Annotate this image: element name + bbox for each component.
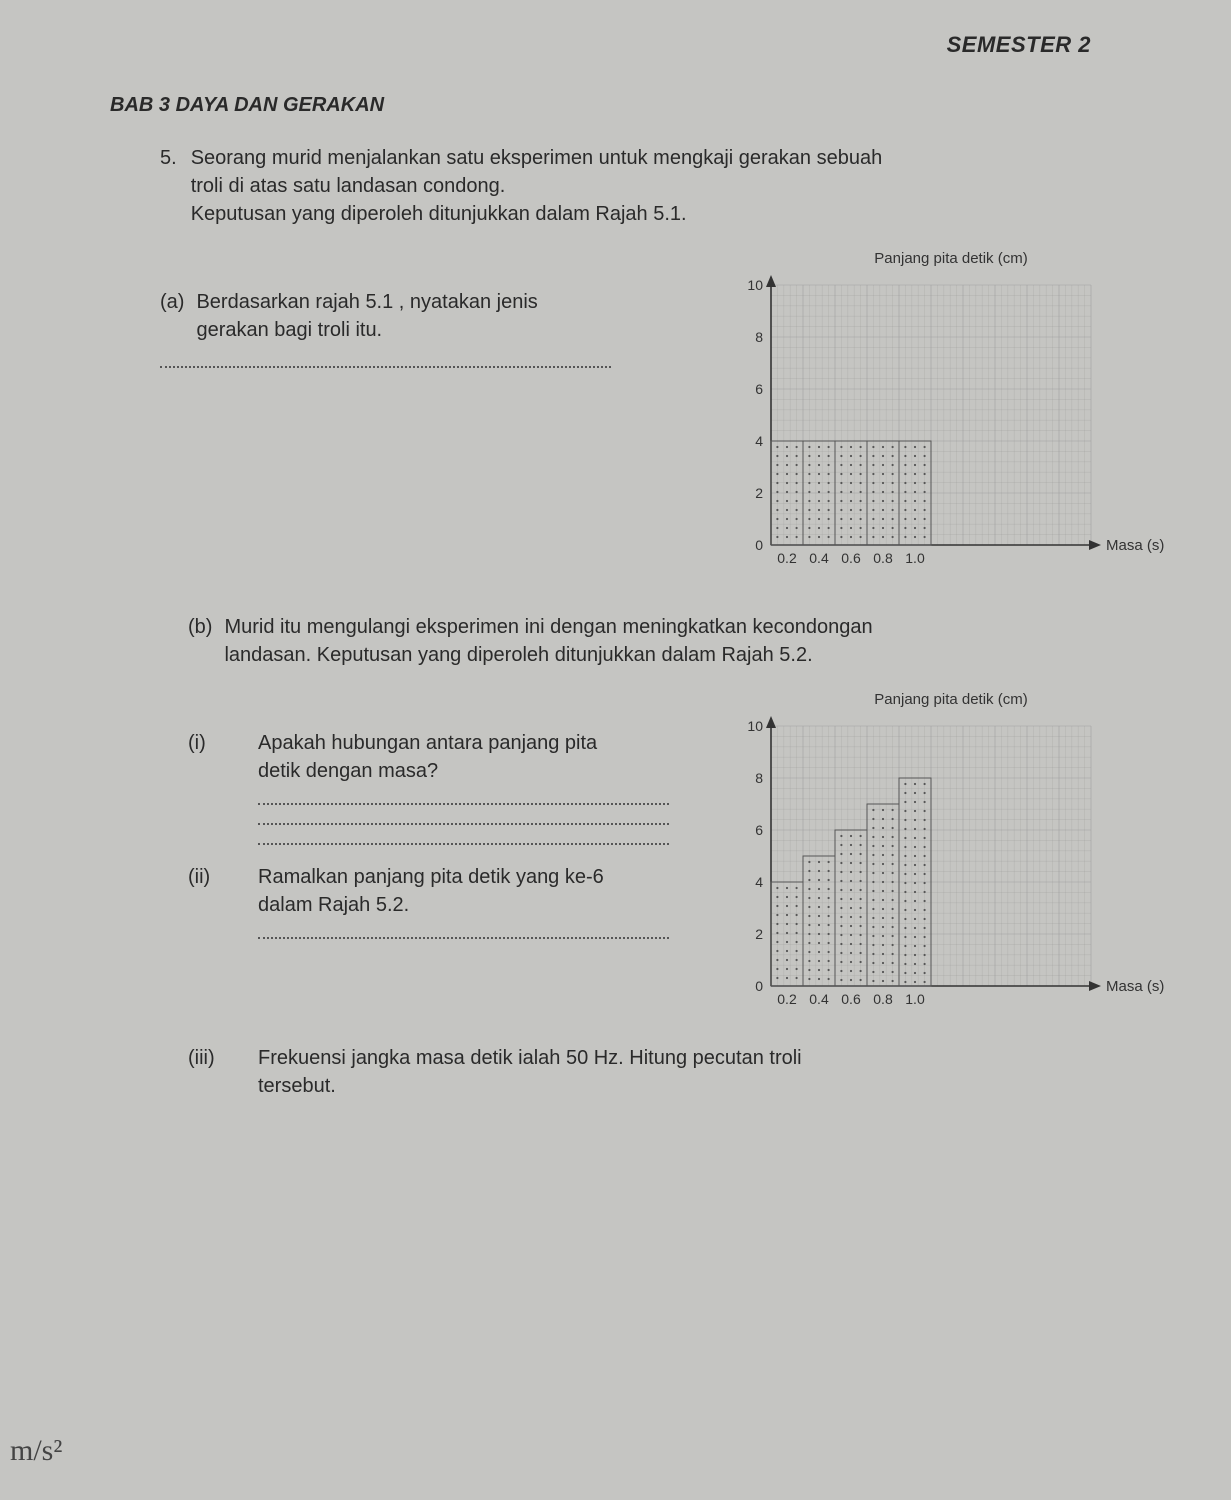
svg-text:Masa (s): Masa (s)	[1106, 537, 1164, 554]
answer-line-i-1[interactable]	[258, 803, 669, 805]
answer-line-i-3[interactable]	[258, 843, 669, 845]
roman-i-text-2: detik dengan masa?	[258, 757, 691, 785]
svg-text:0.8: 0.8	[873, 991, 893, 1007]
svg-text:4: 4	[755, 433, 763, 449]
part-b-text-2: landasan. Keputusan yang diperoleh ditun…	[224, 641, 1171, 669]
handwritten-note: m/s²	[10, 1430, 62, 1472]
part-b-text-1: Murid itu mengulangi eksperimen ini deng…	[224, 613, 1171, 641]
svg-text:10: 10	[747, 277, 763, 293]
chart1-title: Panjang pita detik (cm)	[731, 248, 1171, 269]
roman-iii-text-1: Frekuensi jangka masa detik ialah 50 Hz.…	[258, 1044, 1171, 1072]
svg-text:0.6: 0.6	[841, 991, 861, 1007]
svg-text:10: 10	[747, 718, 763, 734]
roman-i-num: (i)	[188, 729, 228, 853]
svg-text:Masa (s): Masa (s)	[1106, 978, 1164, 995]
q-line-1: Seorang murid menjalankan satu eksperime…	[191, 144, 1171, 172]
roman-ii-text-1: Ramalkan panjang pita detik yang ke-6	[258, 863, 691, 891]
svg-text:0: 0	[755, 537, 763, 553]
svg-text:0.8: 0.8	[873, 550, 893, 566]
chapter-title: BAB 3 DAYA DAN GERAKAN	[110, 91, 1171, 119]
question-5: 5. Seorang murid menjalankan satu eksper…	[110, 144, 1171, 1100]
roman-iii-text-2: tersebut.	[258, 1072, 1171, 1100]
svg-text:8: 8	[755, 329, 763, 345]
answer-line-i-2[interactable]	[258, 823, 669, 825]
chart-5-2: 0 2 4 6 8 10 0.2 0.4 0.6 0.8 1.0 Masa (s)	[731, 716, 1171, 1016]
part-a-text-1: Berdasarkan rajah 5.1 , nyatakan jenis	[196, 288, 691, 316]
svg-text:2: 2	[755, 485, 763, 501]
answer-line-a[interactable]	[160, 366, 611, 368]
chart-5-1: 0 2 4 6 8 10 0.2 0.4 0.6 0.8 1.0 Masa (s)	[731, 275, 1171, 575]
svg-text:8: 8	[755, 770, 763, 786]
question-text: Seorang murid menjalankan satu eksperime…	[191, 144, 1171, 228]
svg-text:0: 0	[755, 978, 763, 994]
svg-text:0.4: 0.4	[809, 991, 829, 1007]
part-b-letter: (b)	[188, 613, 212, 669]
question-number: 5.	[160, 144, 177, 228]
svg-text:0.6: 0.6	[841, 550, 861, 566]
svg-text:4: 4	[755, 874, 763, 890]
part-a-letter: (a)	[160, 288, 184, 344]
q-line-2: troli di atas satu landasan condong.	[191, 172, 1171, 200]
svg-text:0.2: 0.2	[777, 991, 797, 1007]
svg-text:0.2: 0.2	[777, 550, 797, 566]
roman-i-text-1: Apakah hubungan antara panjang pita	[258, 729, 691, 757]
semester-label: SEMESTER 2	[947, 30, 1091, 61]
roman-ii-num: (ii)	[188, 863, 228, 947]
roman-ii-text-2: dalam Rajah 5.2.	[258, 891, 691, 919]
svg-text:2: 2	[755, 926, 763, 942]
roman-iii-num: (iii)	[188, 1044, 228, 1100]
svg-text:6: 6	[755, 822, 763, 838]
q-line-3: Keputusan yang diperoleh ditunjukkan dal…	[191, 200, 1171, 228]
answer-line-ii[interactable]	[258, 937, 669, 939]
part-a-text-2: gerakan bagi troli itu.	[196, 316, 691, 344]
chart2-title: Panjang pita detik (cm)	[731, 689, 1171, 710]
svg-text:1.0: 1.0	[905, 991, 925, 1007]
svg-text:6: 6	[755, 381, 763, 397]
svg-text:0.4: 0.4	[809, 550, 829, 566]
svg-text:1.0: 1.0	[905, 550, 925, 566]
